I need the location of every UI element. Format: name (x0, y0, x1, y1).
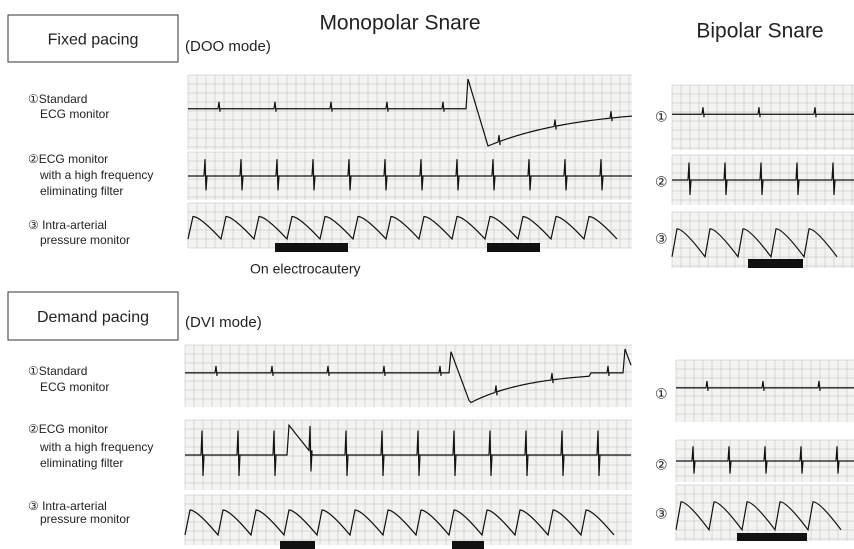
cautery-bar (737, 533, 807, 541)
strip-background (676, 360, 854, 422)
pacing-label: Demand pacing (37, 309, 149, 326)
monopolar-title: Monopolar Snare (319, 12, 480, 35)
row-marker: ① (655, 109, 668, 125)
mode-label: (DVI mode) (185, 314, 262, 331)
bipolar-title: Bipolar Snare (696, 20, 823, 43)
strip-background (672, 85, 854, 150)
cautery-bar (748, 259, 803, 268)
strip-background (185, 495, 632, 545)
row-label: eliminating filter (40, 184, 123, 198)
row-label: ECG monitor (40, 380, 109, 394)
mode-label: (DOO mode) (185, 38, 271, 55)
row-marker: ③ (655, 506, 668, 522)
row-label: eliminating filter (40, 456, 123, 470)
strip-background (188, 75, 632, 150)
row-label: ECG monitor (40, 107, 109, 121)
annotation: On electrocautery (250, 261, 361, 277)
row-label: with a high frequency (39, 168, 153, 182)
row-label: ③ Intra-arterial (28, 499, 107, 513)
row-marker: ② (655, 457, 668, 473)
row-label: ②ECG monitor (28, 422, 108, 436)
strip-background (185, 345, 632, 407)
row-label: ①Standard (28, 92, 87, 106)
row-label: ②ECG monitor (28, 152, 108, 166)
cautery-bar (452, 541, 484, 549)
row-label: ③ Intra-arterial (28, 218, 107, 232)
row-marker: ② (655, 174, 668, 190)
pacing-label: Fixed pacing (48, 32, 139, 49)
row-label: ①Standard (28, 364, 87, 378)
row-label: pressure monitor (40, 233, 130, 247)
cautery-bar (275, 243, 348, 252)
cautery-bar (487, 243, 540, 252)
strip-background (188, 203, 632, 248)
row-label: with a high frequency (39, 440, 153, 454)
row-label: pressure monitor (40, 512, 130, 526)
row-marker: ① (655, 386, 668, 402)
cautery-bar (280, 541, 315, 549)
row-marker: ③ (655, 231, 668, 247)
figure: Monopolar Snare Bipolar Snare Fixed paci… (0, 0, 854, 549)
